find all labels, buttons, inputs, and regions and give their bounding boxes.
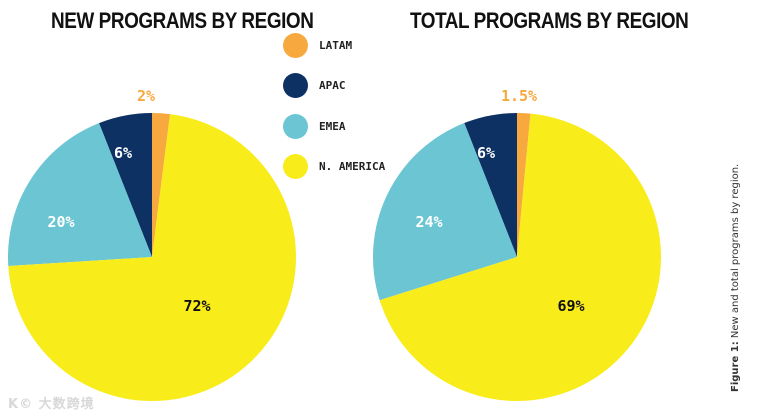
pie-chart-new-programs: 2% 6% 20% 72% — [7, 87, 296, 401]
data-label-total-latam: 1.5% — [501, 87, 537, 105]
legend-item-apac: APAC — [283, 72, 346, 98]
legend-item-emea: EMEA — [283, 113, 346, 139]
data-label-total-apac: 6% — [477, 144, 495, 162]
legend-item-latam: LATAM — [283, 32, 352, 58]
legend-label-apac: APAC — [319, 78, 346, 92]
chart-title-new-programs: NEW PROGRAMS BY REGION — [51, 8, 314, 33]
legend-swatch-apac — [283, 72, 308, 98]
pie-slice-total-latam — [517, 113, 531, 257]
legend-item-namerica: N. AMERICA — [283, 153, 385, 179]
legend-label-latam: LATAM — [319, 38, 353, 52]
figure-caption-label: Figure 1: — [730, 341, 741, 392]
legend-label-namerica: N. AMERICA — [319, 159, 386, 173]
pie-slice-new-emea — [7, 123, 152, 267]
figure-caption: Figure 1: New and total programs by regi… — [730, 164, 741, 392]
legend-swatch-namerica — [283, 153, 308, 179]
pie-slice-new-latam — [152, 113, 171, 257]
data-label-total-emea: 24% — [415, 213, 442, 231]
data-label-new-latam: 2% — [137, 87, 155, 105]
data-label-new-emea: 20% — [47, 213, 74, 231]
pie-slice-total-apac — [464, 113, 517, 257]
data-label-new-apac: 6% — [114, 144, 132, 162]
pie-slice-total-namerica — [379, 113, 661, 401]
pie-slice-new-apac — [98, 113, 152, 257]
data-label-new-namerica: 72% — [183, 297, 210, 315]
legend-label-emea: EMEA — [319, 119, 346, 133]
pie-slice-new-namerica — [8, 114, 296, 401]
legend-swatch-latam — [283, 32, 308, 58]
legend-swatch-emea — [283, 113, 308, 139]
figure-caption-text: New and total programs by region. — [730, 163, 741, 339]
chart-title-total-programs: TOTAL PROGRAMS BY REGION — [410, 8, 689, 33]
pie-slice-total-emea — [373, 123, 517, 301]
pie-chart-total-programs: 1.5% 6% 24% 69% — [373, 87, 661, 401]
data-label-total-namerica: 69% — [557, 297, 584, 315]
watermark: K© 大数跨境 — [8, 397, 95, 412]
